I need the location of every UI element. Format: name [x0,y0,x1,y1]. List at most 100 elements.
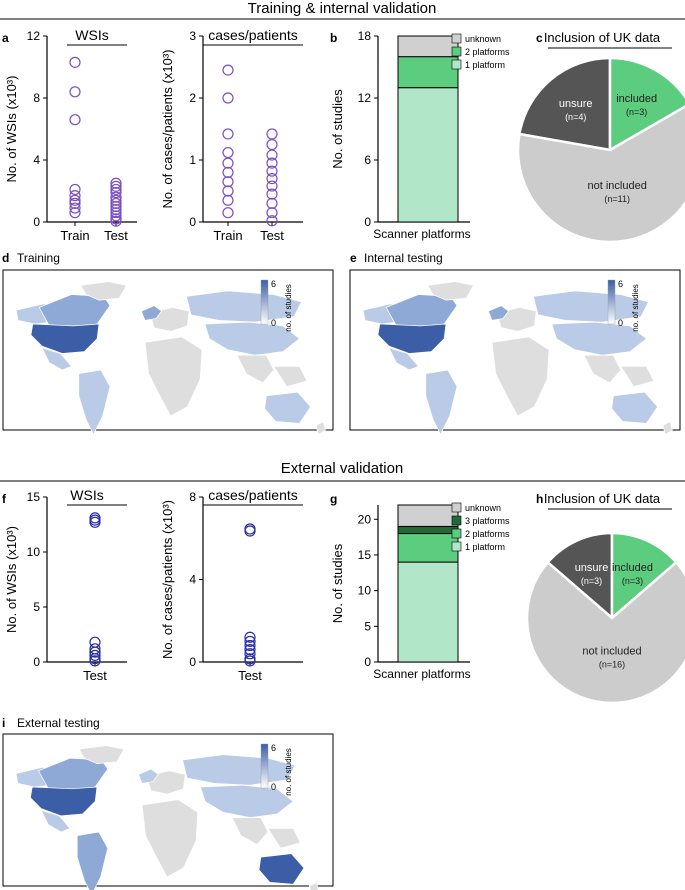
y-tick-label: 10 [358,584,372,598]
y-tick-label: 8 [33,91,40,105]
panel-letter-f: f [2,492,7,506]
data-point [110,177,122,189]
data-point [266,128,278,140]
x-tick-label: Train [60,228,89,243]
y-tick-label: 18 [358,29,372,43]
map-region [315,420,326,435]
map-region [137,768,159,784]
data-point [222,207,234,219]
colorbar-label: no. of studies [284,284,293,332]
colorbar-label: no. of studies [631,284,640,332]
map-region [236,354,275,384]
pie-slice-label: not included [582,645,641,657]
y-tick-label: 15 [27,490,41,504]
map-region [30,323,100,354]
world-map [15,281,326,436]
data-point [266,157,278,169]
x-tick-label: Test [83,668,107,683]
data-point [69,86,81,98]
pie-slice [610,531,679,621]
pie-slice-label: unsure [559,98,593,110]
colorbar-label: no. of studies [284,748,293,796]
bar-segment [397,525,459,535]
map-region [231,817,269,846]
y-tick-label: 20 [358,512,372,526]
data-point [266,173,278,185]
world-map [15,745,319,890]
map-region [620,365,655,387]
x-tick-label: Test [104,228,128,243]
panel-letter-g: g [330,492,337,506]
legend-label: unknown [465,34,501,44]
y-tick-label: 3 [189,29,196,43]
map-region [487,305,510,321]
data-point [266,138,278,151]
pie-slice [608,56,685,153]
y-tick-label: 1 [189,153,196,167]
map-region [40,809,71,833]
chart-cases-training: cases/patients 0 1 2 3 No. of cases/patients … [160,27,303,243]
data-point [244,648,256,660]
data-point [222,176,234,188]
bar-segment [397,35,459,58]
y-tick-label: 15 [358,548,372,562]
panel-letter-d: d [2,251,9,265]
y-tick-label: 0 [33,655,40,669]
bar-segment [397,56,459,89]
colorbar [260,279,269,325]
map-region [200,784,294,818]
chart-title: cases/patients [208,487,298,503]
map-region [425,369,458,436]
data-point [110,186,122,199]
pie-slice [525,560,685,705]
map-region [204,321,301,356]
legend-label: unknown [465,503,501,513]
pie-slice-label: not included [588,180,647,192]
panel-letter-e: e [350,251,357,265]
data-point [266,197,278,209]
data-point [69,190,81,202]
data-point [89,512,101,524]
pie-slice-count: (n=4) [565,112,586,122]
data-point [244,635,256,647]
data-point [110,210,122,222]
x-tick-label: Test [238,668,262,683]
data-point [69,207,81,219]
bar-segment [397,561,459,663]
y-tick-label: 12 [358,91,372,105]
data-point [244,639,256,652]
data-point [110,197,122,209]
x-tick-label: Train [213,228,242,243]
y-axis-label: No. of studies [330,89,345,169]
data-point [69,56,81,68]
data-point [266,149,278,161]
x-tick-label: Test [260,228,284,243]
map-region [308,881,319,890]
legend-swatch [451,528,462,539]
colorbar-min: 0 [618,318,623,328]
data-point [244,644,256,656]
data-point [110,194,122,206]
legend-label: 1 platform [465,60,505,70]
chart-title: cases/patients [208,27,298,43]
chart-title: Inclusion of UK data [544,30,661,45]
pie-slice-count: (n=3) [626,107,647,117]
chart-title: WSIs [75,27,108,43]
map-region [491,336,550,417]
y-axis-label: No. of cases/patients (x10³) [160,50,175,209]
legend-swatch [451,515,462,526]
y-tick-label: 0 [364,215,371,229]
data-point [110,200,122,213]
chart-uk-pie-training: Inclusion of UK data unsure (n=4) included (… [516,30,685,244]
y-tick-label: 5 [33,600,40,614]
legend-swatch [451,541,462,552]
legend-label: 1 platform [465,542,505,552]
data-point [222,64,234,76]
pie-slice [545,531,614,621]
colorbar-min: 0 [271,782,276,792]
data-point [222,128,234,140]
panel-letter-h: h [536,492,543,506]
pie-slice [516,105,685,244]
y-tick-label: 0 [364,655,371,669]
